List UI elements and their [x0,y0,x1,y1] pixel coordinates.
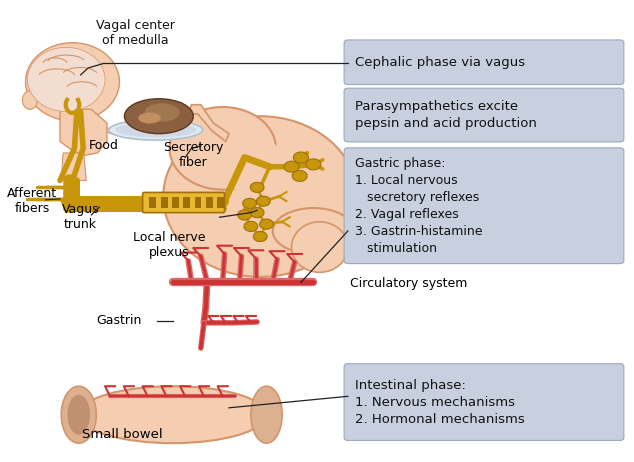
Circle shape [243,198,257,208]
Text: Local nerve
plexus: Local nerve plexus [133,231,206,259]
Circle shape [306,159,321,170]
FancyBboxPatch shape [143,193,224,213]
Polygon shape [107,128,117,134]
Bar [183,197,190,208]
Ellipse shape [124,99,193,134]
Ellipse shape [27,47,105,112]
Text: Intestinal phase:
1. Nervous mechanisms
2. Hormonal mechanisms: Intestinal phase: 1. Nervous mechanisms … [356,378,525,426]
Circle shape [257,196,270,206]
Polygon shape [61,153,86,181]
Polygon shape [60,109,107,155]
Text: Gastrin: Gastrin [96,314,141,327]
Text: Food: Food [89,139,119,152]
Bar [195,197,202,208]
Ellipse shape [301,229,339,266]
Circle shape [238,210,252,220]
Ellipse shape [22,91,37,109]
Ellipse shape [273,208,354,254]
Circle shape [250,207,264,218]
Ellipse shape [25,43,119,121]
Bar [161,197,167,208]
FancyBboxPatch shape [344,40,624,85]
Polygon shape [188,105,229,141]
Circle shape [294,152,308,163]
FancyBboxPatch shape [344,364,624,440]
Ellipse shape [198,134,285,190]
Ellipse shape [163,116,357,277]
Text: Parasympathetics excite
pepsin and acid production: Parasympathetics excite pepsin and acid … [356,100,537,130]
Ellipse shape [169,107,276,190]
Text: Vagal center
of medulla: Vagal center of medulla [96,19,174,47]
Text: Small bowel: Small bowel [82,428,163,441]
Circle shape [292,170,307,182]
Circle shape [260,219,273,229]
Text: Afferent
fibers: Afferent fibers [7,187,57,215]
Circle shape [284,161,299,172]
Ellipse shape [67,395,90,435]
Ellipse shape [61,386,96,443]
Bar [206,197,212,208]
Ellipse shape [109,120,203,140]
Text: Secretory
fiber: Secretory fiber [163,141,223,170]
Text: Circulatory system: Circulatory system [350,277,467,290]
Bar [172,197,179,208]
Circle shape [254,231,267,242]
Ellipse shape [115,122,197,137]
FancyBboxPatch shape [344,88,624,142]
Text: Vagus
trunk: Vagus trunk [62,203,100,231]
Ellipse shape [292,222,348,272]
Circle shape [244,221,258,231]
Ellipse shape [251,386,282,443]
Text: Gastric phase:
1. Local nervous
   secretory reflexes
2. Vagal reflexes
3. Gastr: Gastric phase: 1. Local nervous secretor… [356,157,483,255]
Ellipse shape [138,113,161,123]
Text: Cephalic phase via vagus: Cephalic phase via vagus [356,56,526,69]
Ellipse shape [145,103,179,122]
Ellipse shape [79,386,266,443]
Bar [217,197,224,208]
FancyBboxPatch shape [344,148,624,264]
Bar [150,197,157,208]
Circle shape [250,182,264,193]
